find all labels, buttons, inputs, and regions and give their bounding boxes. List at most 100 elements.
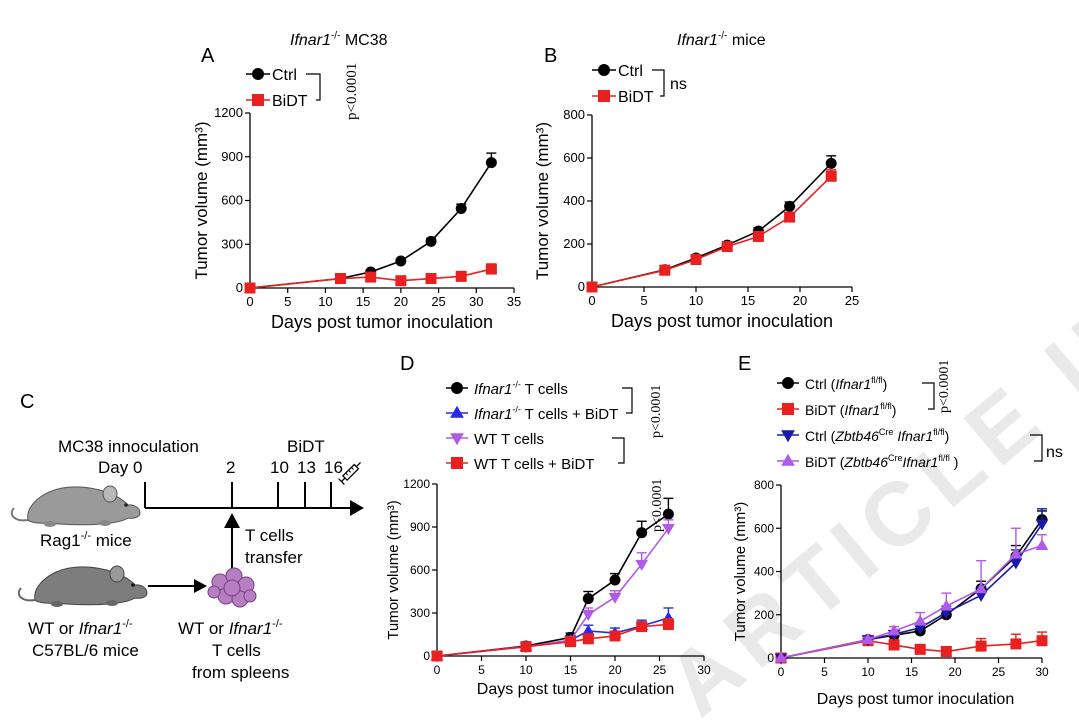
legend-marker-b-0 — [598, 64, 610, 76]
data-point-d-1-3 — [581, 624, 595, 636]
day-tick-13: 13 — [297, 458, 316, 477]
legend-label-b-1: BiDT — [618, 89, 654, 106]
x-tick-label-b-0: 0 — [588, 293, 595, 308]
x-tick-label-b-4: 20 — [793, 293, 807, 308]
rag-mice-label: Rag1-/- mice — [40, 530, 132, 550]
data-point-a-1-6 — [485, 263, 497, 275]
data-point-e-3-0 — [774, 651, 788, 663]
data-point-a-0-4 — [425, 235, 437, 247]
legend-marker-d-3 — [451, 457, 463, 469]
y-axis-label-d: Tumor volume (mm³) — [385, 500, 402, 639]
legend-label-e-3-part-4: Ifnar1 — [903, 454, 939, 470]
legend-label-e-3-part-1: Zbtb46 — [843, 454, 888, 470]
x-tick-label-d-4: 20 — [608, 663, 622, 677]
data-point-d-2-3 — [581, 610, 595, 622]
cells-label-gene: Ifnar1 — [229, 619, 272, 638]
data-point-e-3-1 — [861, 633, 875, 645]
panel-e-letter: E — [738, 353, 751, 375]
rag-sup: -/- — [81, 530, 92, 542]
day-tick-10: 10 — [270, 458, 289, 477]
stat-bracket-e-1 — [922, 382, 935, 410]
legend-label-d-2-part-2: WT T cells — [474, 431, 544, 448]
x-tick-label-e-6: 30 — [1035, 665, 1049, 679]
y-tick-label-e-3: 600 — [754, 521, 774, 535]
data-point-e-1-2 — [888, 639, 900, 651]
rag-label: Rag1 — [40, 531, 81, 550]
data-point-d-3-0 — [431, 650, 443, 662]
y-tick-label-d-2: 600 — [410, 563, 430, 577]
x-tick-label-a-5: 25 — [431, 294, 445, 309]
legend-label-e-1: BiDT (Ifnar1fl/fl) — [805, 401, 896, 418]
data-point-d-3-2 — [565, 636, 576, 648]
stat-label-a: p<0.0001 — [344, 63, 360, 120]
legend-label-d-3: WT T cells + BiDT — [474, 456, 594, 473]
x-tick-label-e-3: 15 — [905, 665, 919, 679]
cells-label-sup: -/- — [272, 618, 283, 630]
data-point-b-1-0 — [586, 281, 598, 293]
y-axis-label-e: Tumor volume (mm³) — [732, 502, 749, 641]
x-tick-label-d-0: 0 — [434, 663, 441, 677]
series-line-d-1 — [436, 617, 669, 657]
legend-marker-d-0 — [451, 382, 463, 394]
day-tick-2: 2 — [226, 458, 235, 477]
day-tick-16: 16 — [324, 458, 343, 477]
legend-label-d-0-part-2: T cells — [521, 381, 568, 398]
x-tick-label-b-3: 15 — [741, 293, 755, 308]
stat-bracket-d-1 — [622, 387, 633, 414]
data-point-e-1-4 — [940, 646, 952, 658]
panel-b-title-part-2: mice — [727, 32, 765, 49]
data-point-a-1-0 — [244, 282, 256, 294]
legend-label-d-0: Ifnar1-/- T cells — [474, 380, 568, 398]
legend-marker-e-2 — [781, 430, 795, 443]
data-point-b-0-5 — [784, 200, 796, 212]
x-axis-label-d: Days post tumor inoculation — [477, 681, 674, 698]
data-point-b-1-5 — [784, 211, 796, 223]
panel-c-letter: C — [20, 391, 34, 413]
data-point-e-2-5 — [974, 590, 988, 602]
data-point-d-2-6 — [662, 524, 675, 536]
donor-label-line2: C57BL/6 mice — [32, 641, 139, 660]
y-tick-label-e-0: 0 — [767, 651, 774, 665]
day-zero-label: Day 0 — [98, 458, 142, 477]
legend-label-e-3: BiDT (Zbtb46CreIfnar1fl/fl ) — [805, 453, 958, 470]
x-tick-label-e-5: 25 — [992, 665, 1006, 679]
data-point-e-3-5 — [974, 582, 988, 594]
data-point-a-0-3 — [395, 255, 407, 267]
y-tick-label-b-3: 600 — [563, 150, 585, 165]
legend-label-e-2-part-2: Cre — [879, 427, 894, 437]
legend-label-d-0-part-1: -/- — [512, 380, 521, 390]
legend-marker-b-1 — [598, 90, 610, 102]
y-tick-label-b-4: 800 — [563, 107, 585, 122]
timeline-arrowhead — [350, 500, 364, 516]
data-point-b-1-2 — [690, 253, 702, 265]
y-tick-label-b-2: 400 — [563, 193, 585, 208]
data-point-a-0-6 — [485, 157, 497, 169]
x-tick-label-b-5: 25 — [845, 293, 859, 308]
legend-marker-a-1 — [252, 94, 264, 106]
rag-suffix: mice — [91, 531, 132, 550]
chart-b: 0 5 10 15 20 25 0 200 400 600 800 Days post tumor i… — [533, 30, 859, 331]
legend-marker-e-3 — [781, 453, 795, 466]
data-point-d-0-5 — [636, 527, 648, 539]
legend-label-d-1: Ifnar1-/- T cells + BiDT — [474, 405, 618, 423]
data-point-b-1-6 — [825, 170, 837, 182]
data-point-a-1-3 — [395, 275, 407, 287]
data-point-a-1-2 — [365, 271, 377, 283]
x-tick-label-d-1: 5 — [478, 663, 485, 677]
legend-label-e-2: Ctrl (Zbtb46Cre Ifnar1fl/fl) — [805, 427, 949, 444]
legend-label-d-1-part-2: T cells + BiDT — [521, 406, 618, 423]
x-tick-label-a-4: 20 — [394, 294, 408, 309]
tcells-transfer-label-1: T cells — [245, 526, 294, 545]
syringe-icon — [338, 461, 362, 485]
data-point-e-3-4 — [939, 599, 953, 611]
y-tick-label-e-1: 200 — [754, 608, 774, 622]
data-point-e-2-6 — [1009, 558, 1023, 570]
legend-label-d-1-part-1: -/- — [512, 405, 521, 415]
donor-label-a: WT or — [28, 619, 79, 638]
panel-a-title-part-1: -/- — [331, 30, 340, 41]
innoculation-label: MC38 innoculation — [58, 437, 199, 456]
data-point-d-3-3 — [582, 633, 594, 645]
legend-label-d-3-part-2: WT T cells + BiDT — [474, 456, 594, 473]
donor-label-sup: -/- — [122, 618, 133, 630]
